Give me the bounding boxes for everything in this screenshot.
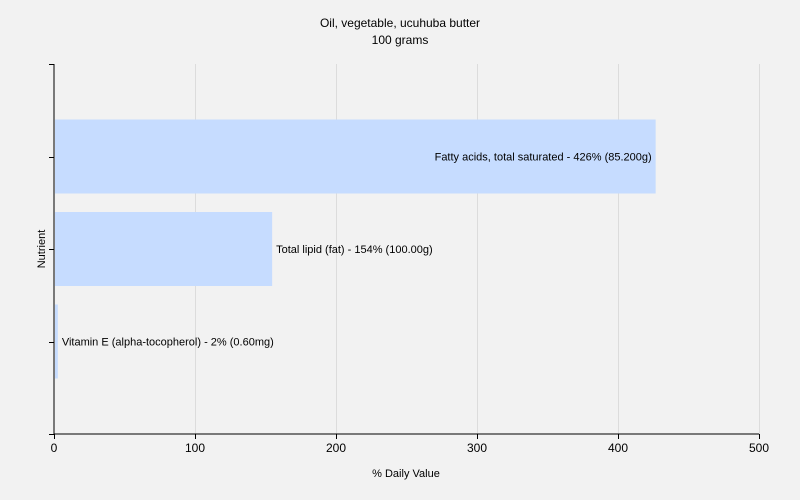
- x-tick-label: 200: [326, 441, 346, 455]
- data-labels: Fatty acids, total saturated - 426% (85.…: [62, 151, 652, 348]
- bar: [55, 119, 656, 194]
- bar-data-label: Total lipid (fat) - 154% (100.00g): [276, 244, 433, 256]
- x-tick-label: 100: [185, 441, 205, 455]
- bar-data-label: Fatty acids, total saturated - 426% (85.…: [435, 151, 652, 163]
- x-axis-title: % Daily Value: [372, 468, 440, 480]
- axes: 0 100 200 300 400 500: [49, 64, 769, 455]
- x-tick-label: 400: [608, 441, 628, 455]
- x-tick-label: 300: [467, 441, 487, 455]
- bars: [55, 119, 656, 379]
- chart-title: Oil, vegetable, ucuhuba butter: [319, 16, 481, 30]
- chart-subtitle: 100 grams: [371, 33, 429, 47]
- bar: [55, 212, 273, 286]
- y-axis-title: Nutrient: [36, 230, 48, 269]
- bar-data-label: Vitamin E (alpha-tocopherol) - 2% (0.60m…: [62, 336, 274, 348]
- x-tick-label: 0: [51, 441, 58, 455]
- x-tick-label: 500: [749, 441, 769, 455]
- bar: [55, 304, 58, 379]
